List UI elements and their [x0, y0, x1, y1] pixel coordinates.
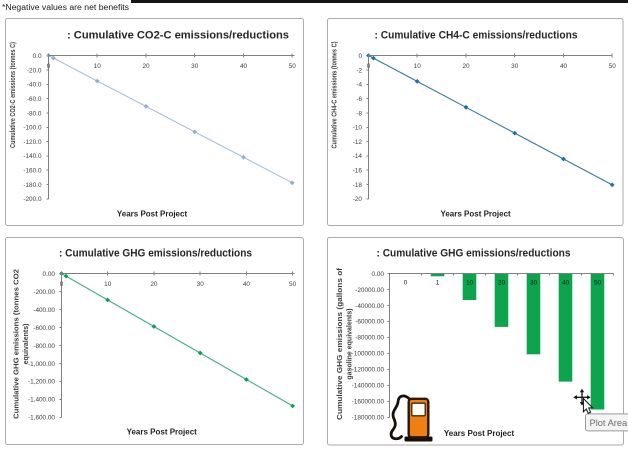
svg-text:-8: -8: [356, 110, 362, 117]
svg-text:30: 30: [511, 63, 519, 70]
svg-text:-140.0: -140.0: [23, 153, 42, 160]
svg-text:-120000.00: -120000.00: [352, 367, 385, 374]
svg-text:Years Post Project: Years Post Project: [444, 429, 515, 438]
svg-text:: Cumulative CO2-C emissions: : Cumulative CO2-C emissions/reductions: [67, 30, 289, 42]
svg-text:: Cumulative GHG emissions/red: : Cumulative GHG emissions/reductions: [59, 248, 252, 260]
svg-text:-200.0: -200.0: [23, 196, 42, 203]
svg-text:10: 10: [466, 280, 474, 287]
svg-text:-60000.00: -60000.00: [355, 319, 384, 326]
svg-text:10: 10: [94, 63, 102, 70]
svg-text:1: 1: [436, 280, 440, 287]
svg-text:Cumulative CO2-C emissions (to: Cumulative CO2-C emissions (tonnes C): [10, 42, 17, 148]
svg-text:-2: -2: [356, 67, 362, 74]
svg-text:-140000.00: -140000.00: [352, 383, 385, 390]
svg-text:Years Post Project: Years Post Project: [440, 209, 511, 218]
svg-text:20: 20: [462, 63, 470, 70]
svg-text:-14: -14: [353, 153, 363, 160]
svg-text:-20000.00: -20000.00: [355, 287, 384, 294]
svg-text:-160000.00: -160000.00: [352, 399, 385, 406]
svg-text:-800.00: -800.00: [33, 343, 55, 350]
svg-text:-120.0: -120.0: [23, 139, 42, 146]
svg-text:20: 20: [150, 281, 158, 288]
svg-text:-200.00: -200.00: [33, 289, 55, 296]
svg-text:-160.0: -160.0: [23, 168, 42, 175]
svg-text:30: 30: [197, 281, 205, 288]
svg-text:-1,000.00: -1,000.00: [28, 361, 55, 368]
svg-text:-1,400.00: -1,400.00: [28, 397, 55, 404]
svg-text:-1,600.00: -1,600.00: [28, 415, 55, 422]
svg-text:40: 40: [243, 281, 251, 288]
svg-text:0: 0: [358, 53, 362, 60]
svg-text:40: 40: [240, 63, 248, 70]
svg-text:-20: -20: [353, 196, 363, 203]
svg-text:Years Post Project: Years Post Project: [117, 209, 188, 218]
svg-text:30: 30: [530, 280, 538, 287]
svg-text:50: 50: [289, 281, 297, 288]
svg-text:0.0: 0.0: [33, 53, 42, 60]
svg-text:-80000.00: -80000.00: [355, 335, 384, 342]
svg-text:30: 30: [191, 63, 199, 70]
svg-text:-40000.00: -40000.00: [355, 303, 384, 310]
svg-text:0.00: 0.00: [43, 271, 56, 278]
svg-text:-4: -4: [356, 82, 362, 89]
svg-text:40: 40: [560, 63, 568, 70]
svg-text:-600.00: -600.00: [33, 325, 55, 332]
svg-text:0: 0: [404, 280, 408, 287]
svg-text:-100.0: -100.0: [23, 125, 42, 132]
svg-text:Plot Area: Plot Area: [590, 418, 628, 428]
svg-text:10: 10: [104, 281, 112, 288]
svg-text:: Cumulative GHG emissions/red: : Cumulative GHG emissions/reductions: [377, 248, 571, 260]
svg-text:20: 20: [142, 63, 150, 70]
svg-text:Years Post Project: Years Post Project: [127, 427, 198, 436]
svg-text:-100000.00: -100000.00: [352, 351, 385, 358]
svg-text:-180000.00: -180000.00: [352, 415, 385, 422]
svg-text:-12: -12: [353, 139, 363, 146]
svg-text:-60.0: -60.0: [27, 96, 42, 103]
svg-text:-40.0: -40.0: [27, 82, 42, 89]
svg-text:-400.00: -400.00: [33, 307, 55, 314]
svg-text:-20.0: -20.0: [27, 67, 42, 74]
svg-text:0.00: 0.00: [372, 271, 385, 278]
svg-text:0: 0: [60, 281, 64, 288]
svg-text:: Cumulative CH4-C emissions/r: : Cumulative CH4-C emissions/reductions: [375, 30, 578, 42]
svg-text:-10: -10: [353, 125, 363, 132]
svg-text:0: 0: [367, 63, 371, 70]
svg-text:50: 50: [609, 63, 617, 70]
svg-text:-180.0: -180.0: [23, 182, 42, 189]
svg-text:50: 50: [289, 63, 297, 70]
svg-text:-80.0: -80.0: [27, 110, 42, 117]
svg-text:10: 10: [414, 63, 422, 70]
svg-text:Cumulative CH4-C emissions (t: Cumulative CH4-C emissions (tonnes C): [332, 42, 339, 149]
svg-text:*Negative values are net benef: *Negative values are net benefits: [2, 3, 129, 12]
svg-text:-6: -6: [356, 96, 362, 103]
svg-text:-1,200.00: -1,200.00: [28, 379, 55, 386]
svg-text:0: 0: [47, 63, 51, 70]
svg-text:50: 50: [594, 280, 602, 287]
svg-text:-16: -16: [353, 168, 363, 175]
svg-text:20: 20: [498, 280, 506, 287]
svg-text:40: 40: [562, 280, 570, 287]
svg-text:-18: -18: [353, 182, 363, 189]
